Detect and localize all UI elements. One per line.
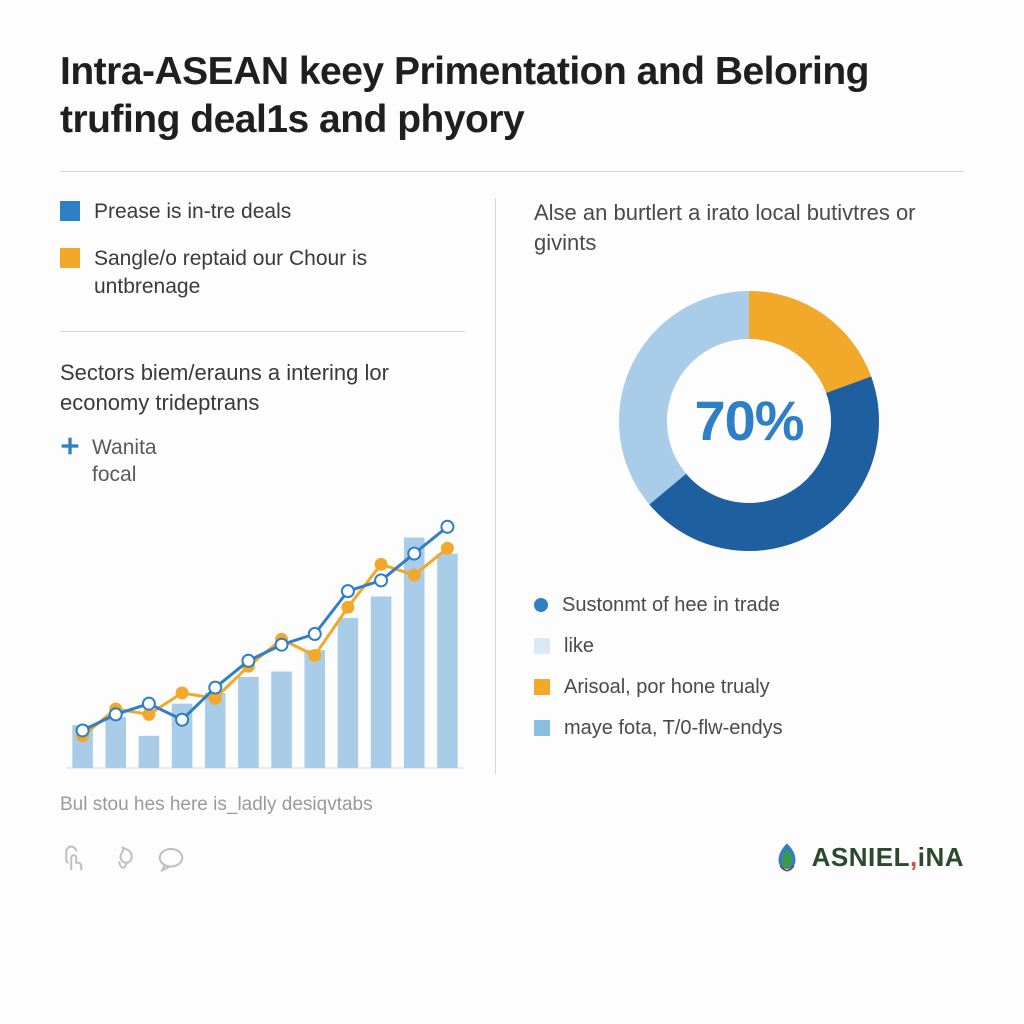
legend-square (534, 679, 550, 695)
donut-chart: 70% (604, 276, 894, 566)
legend-item: Sangle/o reptaid our Chour is untbrenage (60, 245, 465, 302)
legend-item: Prease is in-tre deals (60, 198, 465, 226)
section-title: Sectors biem/erauns a intering lor econo… (60, 358, 465, 417)
brand-logo-text: ASNIEL,iNA (770, 840, 964, 874)
right-panel-title: Alse an burtlert a irato local butivtres… (534, 198, 964, 257)
legend-label: like (564, 633, 594, 660)
brand-text: ASNIEL,iNA (812, 842, 964, 873)
legend-swatch-orange (60, 248, 80, 268)
legend-square (534, 638, 550, 654)
donut-legend-item: Arisoal, por hone trualy (534, 674, 964, 701)
plus-label: Wanita focal (92, 434, 157, 489)
plus-list-item: Wanita focal (60, 434, 465, 489)
legend-label: Sangle/o reptaid our Chour is untbrenage (94, 245, 465, 302)
donut-legend-item: like (534, 633, 964, 660)
legend-label: Arisoal, por hone trualy (564, 674, 770, 701)
brand-logo-icon (770, 840, 804, 874)
footer-note: Bul stou hes here is_ladly desiqvtabs (60, 794, 964, 816)
chat-icon[interactable] (156, 844, 186, 874)
legend-label: Sustonmt of hee in trade (562, 592, 780, 619)
donut-legend-item: Sustonmt of hee in trade (534, 592, 964, 619)
donut-legend: Sustonmt of hee in trade like Arisoal, por… (534, 592, 964, 742)
page-title: Intra-ASEAN keey Primentation and Belori… (60, 48, 964, 143)
donut-center-label: 70% (604, 276, 894, 566)
plus-icon (60, 436, 80, 456)
right-column: Alse an burtlert a irato local butivtres… (495, 198, 964, 774)
top-legend: Prease is in-tre deals Sangle/o reptaid … (60, 198, 465, 301)
legend-dot (534, 598, 548, 612)
action-icons (60, 844, 186, 874)
title-divider (60, 171, 964, 172)
flame-icon[interactable] (108, 844, 138, 874)
pointer-icon[interactable] (60, 844, 90, 874)
footer-row: ASNIEL,iNA (60, 840, 964, 874)
left-column: Prease is in-tre deals Sangle/o reptaid … (60, 198, 495, 774)
content-columns: Prease is in-tre deals Sangle/o reptaid … (60, 198, 964, 774)
legend-label: Prease is in-tre deals (94, 198, 291, 226)
combo-chart (60, 494, 470, 774)
legend-label: maye fota, T/0-flw-endys (564, 715, 783, 742)
section-divider (60, 331, 465, 332)
combo-chart-svg (60, 494, 470, 774)
donut-legend-item: maye fota, T/0-flw-endys (534, 715, 964, 742)
legend-swatch-blue (60, 201, 80, 221)
legend-square (534, 720, 550, 736)
